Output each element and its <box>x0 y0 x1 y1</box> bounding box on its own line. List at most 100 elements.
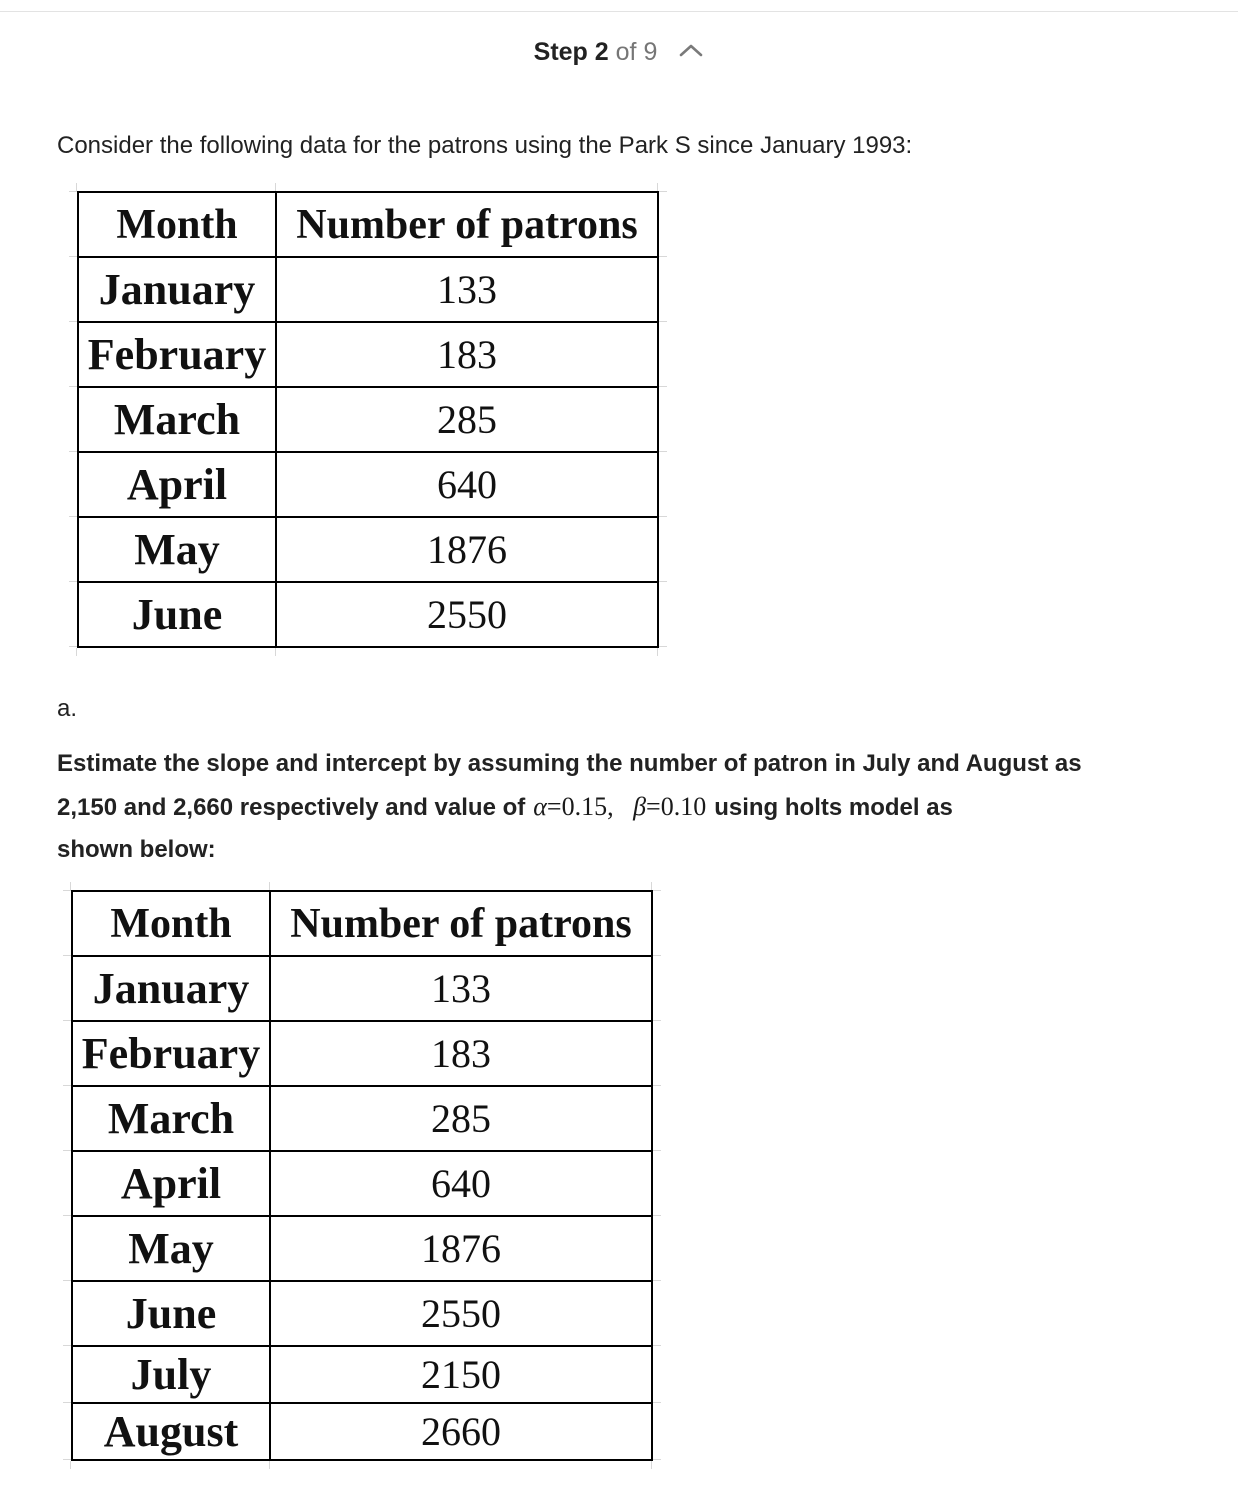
gridline <box>659 581 667 582</box>
gridline <box>69 451 77 452</box>
month-cell: January <box>71 955 271 1022</box>
gridline <box>69 386 77 387</box>
gridline <box>63 1215 71 1216</box>
patrons-cell: 183 <box>269 1020 653 1087</box>
patrons-cell: 1876 <box>269 1215 653 1282</box>
gridline <box>653 1345 661 1346</box>
alpha-symbol: α <box>533 791 547 821</box>
patrons-cell: 285 <box>275 386 659 453</box>
table-row: May 1876 <box>71 1215 653 1282</box>
top-divider <box>0 11 1238 12</box>
gridline <box>653 890 661 891</box>
table-header-row: Month Number of patrons <box>77 191 659 258</box>
question-line-1: Estimate the slope and intercept by assu… <box>57 750 1082 777</box>
month-cell: June <box>77 581 277 648</box>
gridline <box>653 1280 661 1281</box>
gridline <box>269 882 270 890</box>
patrons-cell: 2550 <box>275 581 659 648</box>
chevron-up-icon[interactable] <box>678 34 704 66</box>
header-month: Month <box>71 890 271 957</box>
question-line-3: shown below: <box>57 836 216 863</box>
beta-symbol: β <box>633 791 647 821</box>
month-cell: February <box>71 1020 271 1087</box>
gridline <box>651 882 652 890</box>
gridline <box>659 646 667 647</box>
patrons-cell: 2660 <box>269 1402 653 1461</box>
gridline <box>63 1402 71 1403</box>
gridline <box>659 256 667 257</box>
patrons-cell: 183 <box>275 321 659 388</box>
patrons-cell: 133 <box>269 955 653 1022</box>
alpha-expression: α=0.15, β=0.10 <box>533 792 706 821</box>
gridline <box>653 1459 661 1460</box>
beta-value: =0.10 <box>646 791 707 821</box>
table-row: June 2550 <box>77 581 659 648</box>
header-number-of-patrons: Number of patrons <box>269 890 653 957</box>
gridline <box>275 648 276 656</box>
month-cell: April <box>71 1150 271 1217</box>
month-cell: January <box>77 256 277 323</box>
month-cell: February <box>77 321 277 388</box>
gridline <box>63 1459 71 1460</box>
question-line-2: 2,150 and 2,660 respectively and value o… <box>57 786 1207 830</box>
table-row: April 640 <box>77 451 659 518</box>
step-of: of <box>615 38 637 66</box>
gridline <box>76 183 77 191</box>
gridline <box>651 1461 652 1469</box>
gridline <box>69 516 77 517</box>
patrons-cell: 2150 <box>269 1345 653 1404</box>
gridline <box>76 648 77 656</box>
gridline <box>275 183 276 191</box>
month-cell: March <box>71 1085 271 1152</box>
month-cell: March <box>77 386 277 453</box>
gridline <box>63 1085 71 1086</box>
gridline <box>653 1402 661 1403</box>
gridline <box>63 890 71 891</box>
gridline <box>69 581 77 582</box>
gridline <box>659 386 667 387</box>
month-cell: May <box>77 516 277 583</box>
gridline <box>659 451 667 452</box>
gridline <box>653 955 661 956</box>
gridline <box>63 1280 71 1281</box>
table-row: January 133 <box>77 256 659 323</box>
gridline <box>653 1215 661 1216</box>
gridline <box>653 1085 661 1086</box>
gridline <box>653 1020 661 1021</box>
table-row: July 2150 <box>71 1345 653 1404</box>
table-header-row: Month Number of patrons <box>71 890 653 957</box>
table-row: January 133 <box>71 955 653 1022</box>
month-cell: April <box>77 451 277 518</box>
table-row: February 183 <box>71 1020 653 1087</box>
gridline <box>657 648 658 656</box>
gridline <box>70 1461 71 1469</box>
gridline <box>69 321 77 322</box>
gridline <box>63 1150 71 1151</box>
step-total: 9 <box>643 38 658 66</box>
table-row: February 183 <box>77 321 659 388</box>
patrons-cell: 133 <box>275 256 659 323</box>
gridline <box>70 882 71 890</box>
gridline <box>659 191 667 192</box>
table-row: April 640 <box>71 1150 653 1217</box>
header-number-of-patrons: Number of patrons <box>275 191 659 258</box>
intro-text: Consider the following data for the patr… <box>57 132 913 159</box>
table-row: June 2550 <box>71 1280 653 1347</box>
question-line-2-start: 2,150 and 2,660 respectively and value o… <box>57 793 526 821</box>
patrons-cell: 285 <box>269 1085 653 1152</box>
table-row: August 2660 <box>71 1402 653 1461</box>
gridline <box>657 183 658 191</box>
gridline <box>69 256 77 257</box>
gridline <box>63 1345 71 1346</box>
month-cell: June <box>71 1280 271 1347</box>
patrons-table-1: Month Number of patrons January 133 February… <box>77 191 659 648</box>
patrons-cell: 640 <box>269 1150 653 1217</box>
gridline <box>269 1461 270 1469</box>
step-header-toggle[interactable]: Step 2 of 9 <box>0 36 1238 68</box>
month-cell: July <box>71 1345 271 1404</box>
patrons-cell: 2550 <box>269 1280 653 1347</box>
gridline <box>659 516 667 517</box>
gridline <box>653 1150 661 1151</box>
gridline <box>69 191 77 192</box>
gridline <box>63 955 71 956</box>
